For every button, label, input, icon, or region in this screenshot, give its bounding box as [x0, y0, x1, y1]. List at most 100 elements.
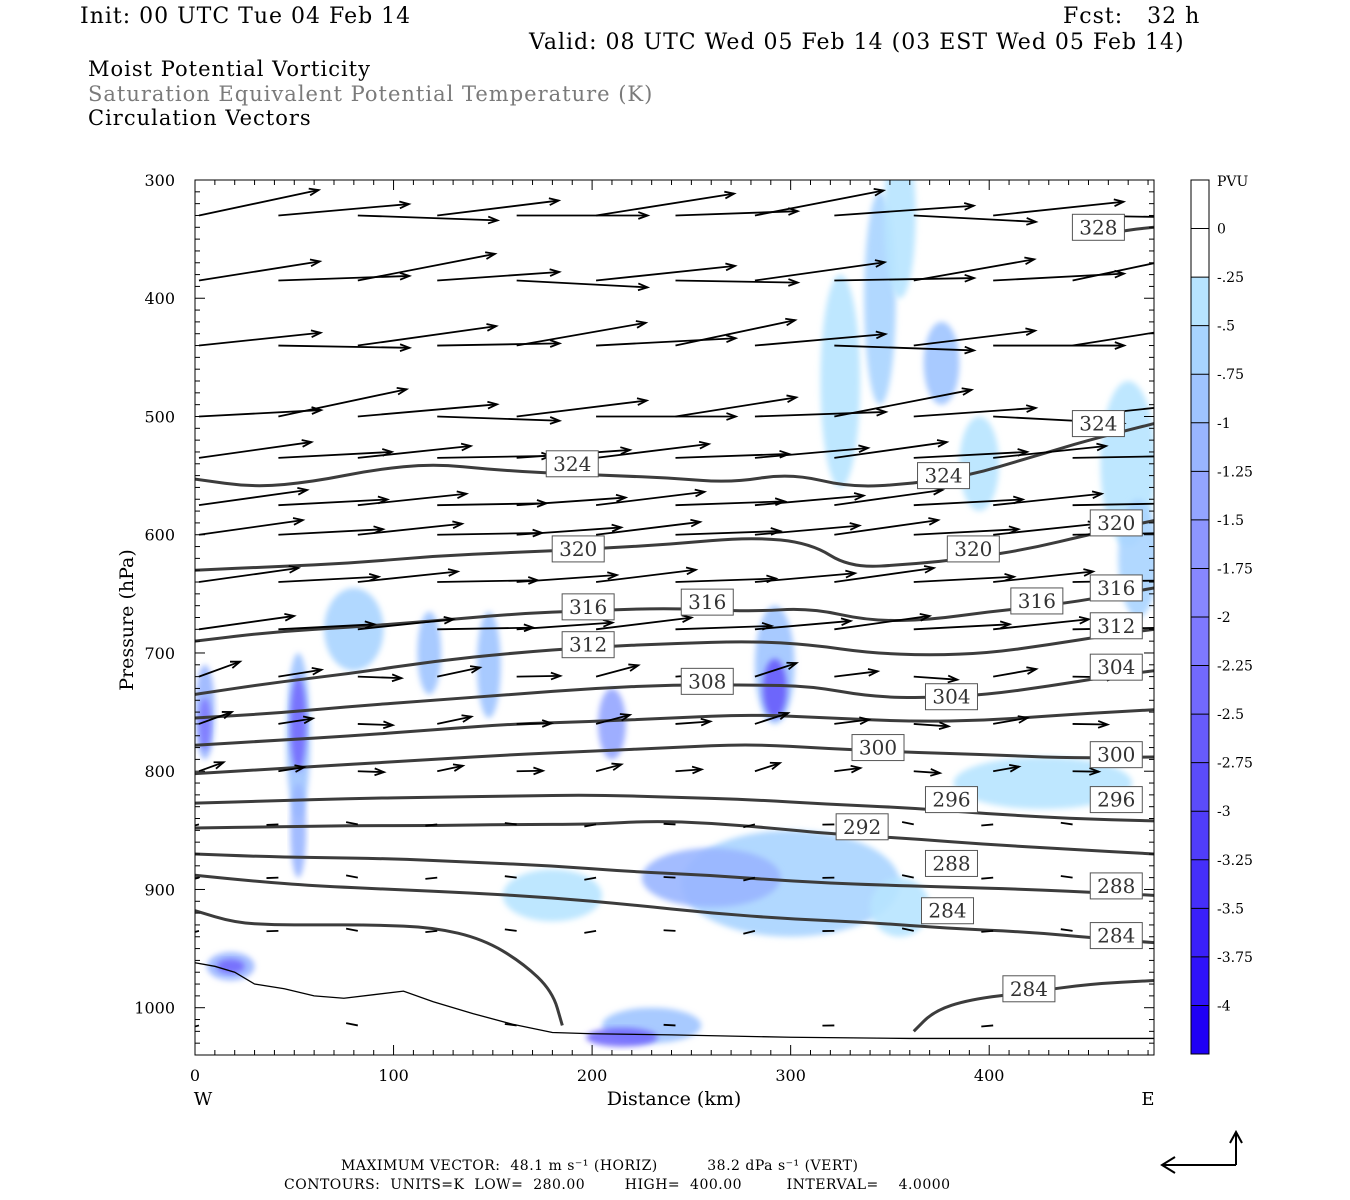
y-tick-label: 600: [144, 526, 175, 545]
wind-vector: [834, 273, 977, 283]
vector-head: [964, 273, 977, 283]
mpv-shade: [198, 697, 211, 750]
vector-head: [700, 717, 713, 727]
wind-vector: [754, 761, 783, 773]
wind-vector: [345, 874, 358, 879]
colorbar-swatch: [1191, 471, 1209, 521]
y-tick-label: 900: [144, 880, 175, 899]
vector-shaft: [1060, 928, 1073, 932]
vector-key-icon: [1160, 1129, 1243, 1174]
wind-vector: [437, 714, 474, 725]
vector-head: [301, 439, 315, 448]
y-tick-label: 1000: [134, 999, 175, 1018]
colorbar-label: -3.5: [1217, 901, 1244, 917]
wind-vector: [834, 387, 975, 418]
mpv-shade: [641, 848, 781, 908]
vector-shaft: [993, 716, 1028, 725]
mpv-shade: [324, 587, 384, 671]
wind-vector: [198, 487, 310, 507]
vector-shaft: [834, 567, 934, 583]
vector-shaft: [993, 272, 1125, 282]
wind-vector: [195, 823, 200, 827]
wind-vector: [504, 875, 517, 879]
vector-head: [309, 258, 323, 268]
contour-label-text: 320: [954, 537, 992, 561]
wind-vector: [516, 766, 546, 776]
contour-label: 304: [1089, 653, 1143, 681]
vector-shaft: [993, 200, 1124, 217]
vector-head: [1168, 530, 1177, 537]
wind-vector: [584, 876, 597, 881]
wind-vector: [834, 668, 881, 678]
wind-vector: [595, 663, 641, 678]
vector-head: [620, 446, 633, 455]
vector-shaft: [516, 279, 648, 289]
vector-shaft: [754, 762, 781, 773]
wind-vector: [357, 214, 501, 225]
vector-head: [1025, 327, 1038, 336]
mpv-shade: [502, 869, 603, 922]
wind-vector: [981, 823, 994, 827]
contour-label-box: [1071, 213, 1125, 241]
vector-shaft: [993, 668, 1037, 678]
vector-shaft: [595, 616, 692, 631]
vector-shaft: [195, 823, 200, 827]
vector-shaft: [993, 492, 1102, 507]
vector-shaft: [834, 489, 943, 507]
wind-vector: [754, 444, 871, 459]
wind-vector: [357, 490, 470, 507]
vector-shaft: [981, 929, 994, 933]
vector-shaft: [357, 492, 467, 507]
vector-head: [850, 764, 863, 774]
contour-line: [195, 743, 1154, 776]
y-axis-label: Pressure (hPa): [116, 549, 138, 691]
wind-vector: [516, 618, 616, 631]
contour-label-box: [924, 786, 978, 814]
vector-shaft: [198, 615, 295, 631]
vector-shaft: [437, 271, 560, 282]
vector-shaft: [993, 445, 1107, 459]
colorbar-swatch: [1191, 568, 1209, 618]
vector-shaft: [675, 500, 785, 507]
vector-shaft: [675, 577, 776, 583]
wind-vector: [993, 442, 1109, 459]
contour-label-box: [851, 734, 905, 762]
vector-shaft: [278, 388, 407, 418]
vector-shaft: [663, 822, 676, 826]
vector-shaft: [584, 823, 597, 828]
wind-vector: [345, 1022, 358, 1027]
vector-shaft: [516, 722, 552, 725]
wind-vector: [425, 876, 438, 880]
wind-vector: [901, 874, 914, 879]
vector-shaft: [198, 761, 224, 773]
contour-label: 284: [921, 897, 975, 925]
vector-head: [288, 565, 302, 574]
contour-label-box: [1071, 410, 1125, 438]
terrain-line: [194, 962, 1154, 1040]
vector-head: [875, 330, 889, 340]
wind-vector: [834, 202, 977, 217]
vector-head: [964, 345, 977, 355]
wind-vector: [834, 612, 933, 631]
vector-shaft: [437, 626, 534, 631]
forecast-hour: Fcst: 32 h: [1063, 4, 1201, 29]
vector-shaft: [278, 203, 410, 217]
contour-line: [195, 669, 1154, 720]
wind-vector: [595, 440, 712, 459]
vector-shaft: [675, 396, 797, 418]
wind-vector: [595, 762, 624, 773]
contour-label-box: [1002, 975, 1056, 1003]
wind-vector: [834, 565, 937, 583]
x-tick-label: 400: [974, 1066, 1005, 1085]
shaded-field-title: Moist Potential Vorticity: [88, 57, 371, 81]
colorbar-swatch: [1191, 180, 1209, 230]
vector-head: [461, 714, 474, 723]
colorbar-label: -1: [1217, 416, 1231, 432]
vector-shaft: [278, 623, 375, 631]
colorbar-swatch: [1191, 374, 1209, 424]
vector-shaft: [198, 711, 233, 725]
vector-head: [452, 763, 466, 772]
vector-head: [541, 719, 555, 728]
vector-head: [443, 615, 456, 625]
vector-shaft: [754, 447, 869, 459]
